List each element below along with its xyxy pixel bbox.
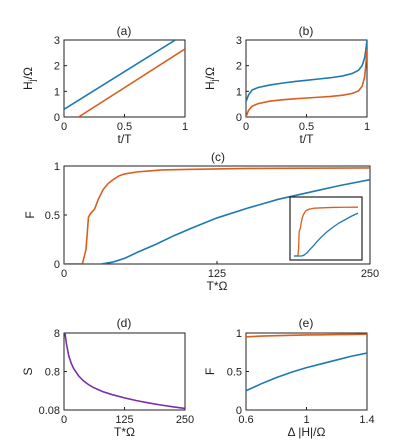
panel-c: 0 125 250 0 0.5 1 T*Ω F	[23, 161, 379, 293]
y-tick-label: 0	[54, 259, 60, 271]
y-tick-label: 1	[54, 86, 60, 98]
x-tick-label: 0	[61, 268, 67, 280]
panel-d: 0 125 250 0.08 0.8 8 T*Ω S	[21, 328, 194, 439]
y-tick-label: 2	[54, 61, 60, 73]
y-tick-label: 0.5	[45, 210, 60, 222]
panel-b: 0 0.5 1 0 1 2 3 t/T Hj/Ω	[203, 35, 370, 146]
series-line-blue	[64, 178, 370, 264]
x-tick-label: 0	[61, 414, 67, 426]
inset-series-line-blue	[294, 212, 359, 257]
series-line-blue	[246, 40, 367, 102]
x-tick-label: 125	[208, 268, 226, 280]
x-axis-label: t/T	[300, 132, 315, 146]
plot-frame	[245, 332, 368, 411]
y-tick-label: 0.8	[45, 367, 60, 379]
series-line-orange	[246, 48, 367, 117]
y-tick-label: 1	[236, 328, 242, 340]
y-tick-label: 1	[236, 86, 242, 98]
x-tick-label: 0	[243, 121, 249, 133]
x-axis-label: T*Ω	[114, 425, 135, 439]
x-tick-label: 0.5	[299, 121, 314, 133]
series-line-blue	[246, 352, 367, 392]
x-tick-label: 0	[61, 121, 67, 133]
series-line-orange	[246, 333, 367, 338]
y-tick-label: 2	[236, 61, 242, 73]
y-tick-label: 1	[54, 161, 60, 173]
series-line-blue	[64, 40, 176, 110]
panel-2-ylabel: F	[23, 211, 37, 218]
series-line-orange	[78, 48, 185, 117]
inset-series-line-orange	[294, 206, 359, 257]
x-tick-label: 125	[115, 414, 133, 426]
x-axis-label: Δ |H|/Ω	[288, 425, 326, 439]
panel-c-title: (c)	[211, 150, 225, 164]
x-tick-label: 1	[303, 414, 309, 426]
y-tick-label: 0.08	[39, 405, 60, 417]
panel-3-ylabel: S	[21, 367, 35, 375]
x-tick-label: 250	[176, 414, 194, 426]
panel-1-ylabel: Hj/Ω	[203, 67, 219, 90]
panel-e-title: (e)	[299, 316, 314, 330]
series-line-purple	[64, 333, 185, 410]
panel-b-title: (b)	[299, 24, 314, 38]
panel-a-title: (a)	[117, 24, 132, 38]
y-tick-label: 3	[54, 35, 60, 47]
panel-4-ylabel: F	[203, 368, 217, 375]
x-tick-label: 250	[361, 268, 379, 280]
y-tick-label: 0	[54, 112, 60, 124]
plot-frame	[245, 39, 368, 118]
x-tick-label: 1	[182, 121, 188, 133]
x-axis-label: T*Ω	[207, 279, 228, 293]
panel-0-ylabel: Hj/Ω	[21, 67, 37, 90]
series-line-orange	[64, 167, 370, 264]
x-axis-label: t/T	[118, 132, 133, 146]
y-tick-label: 0.5	[227, 367, 242, 379]
x-tick-label: 0.6	[238, 414, 253, 426]
x-tick-label: 1.4	[359, 414, 374, 426]
panel-a: 0 0.5 1 0 1 2 3 t/T Hj/Ω	[21, 35, 188, 146]
y-tick-label: 0	[236, 112, 242, 124]
x-tick-label: 1	[364, 121, 370, 133]
panel-d-title: (d)	[117, 316, 132, 330]
y-tick-label: 0	[236, 405, 242, 417]
y-tick-label: 8	[54, 328, 60, 340]
y-tick-label: 3	[236, 35, 242, 47]
panel-e: 0.6 1 1.400.51Δ |H|/ΩF	[203, 328, 375, 439]
plot-frame	[63, 39, 186, 118]
x-tick-label: 0.5	[117, 121, 132, 133]
